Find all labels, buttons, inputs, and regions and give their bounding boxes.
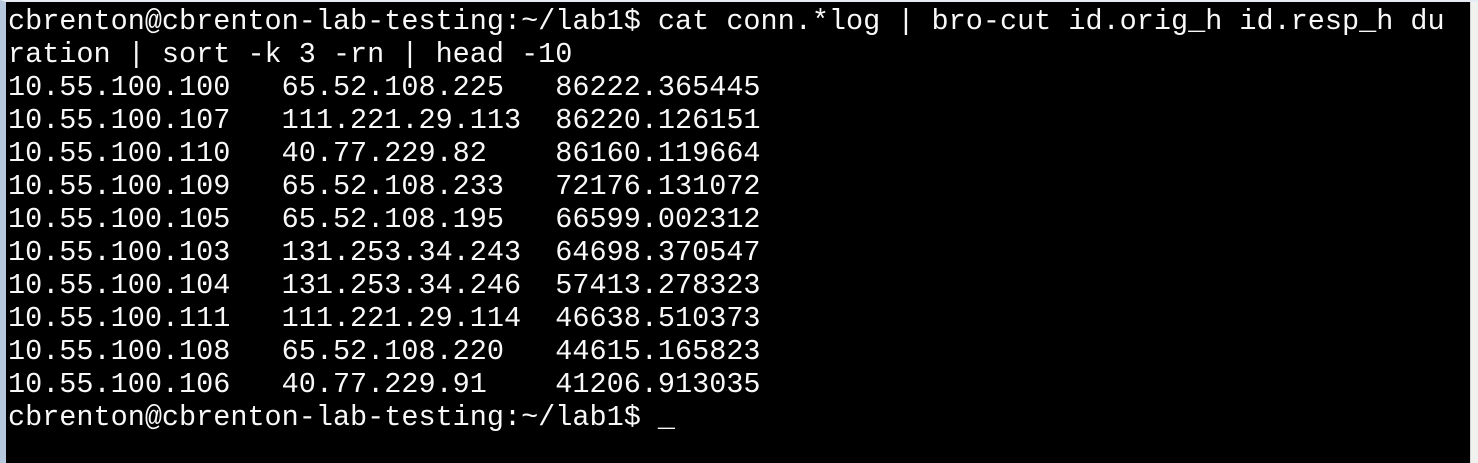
prompt-line: cbrenton@cbrenton-lab-testing:~/lab1$ _ [8,401,1470,435]
shell-prompt: cbrenton@cbrenton-lab-testing:~/lab1$ [8,401,641,434]
output-row: 10.55.100.105 65.52.108.195 66599.002312 [8,203,761,236]
text-cursor: _ [657,402,676,435]
output-row: 10.55.100.106 40.77.229.91 41206.913035 [8,368,761,401]
prompt-space [641,401,658,434]
command-line-wrap-1: cbrenton@cbrenton-lab-testing:~/lab1$ ca… [8,5,1445,38]
command-line-wrap-2: ration | sort -k 3 -rn | head -10 [8,38,573,71]
output-row: 10.55.100.100 65.52.108.225 86222.365445 [8,71,761,104]
output-row: 10.55.100.104 131.253.34.246 57413.27832… [8,269,761,302]
output-row: 10.55.100.111 111.221.29.114 46638.51037… [8,302,761,335]
scrollbar-track[interactable] [1470,2,1478,463]
output-row: 10.55.100.110 40.77.229.82 86160.119664 [8,137,761,170]
command-output: 10.55.100.100 65.52.108.225 86222.365445… [8,71,1470,401]
output-row: 10.55.100.107 111.221.29.113 86220.12615… [8,104,761,137]
terminal-screen[interactable]: cbrenton@cbrenton-lab-testing:~/lab1$ ca… [6,2,1470,463]
output-row: 10.55.100.108 65.52.108.220 44615.165823 [8,335,761,368]
output-row: 10.55.100.109 65.52.108.233 72176.131072 [8,170,761,203]
output-row: 10.55.100.103 131.253.34.243 64698.37054… [8,236,761,269]
